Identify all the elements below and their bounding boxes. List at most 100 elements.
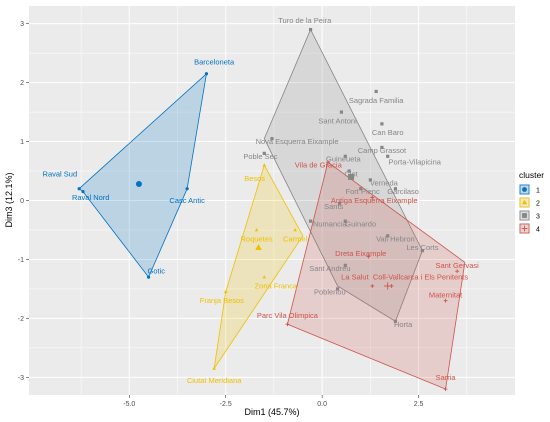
data-point xyxy=(380,145,384,150)
point-label: Ciutat Meridiana xyxy=(187,376,242,385)
data-point xyxy=(185,187,189,191)
point-label: Casc Antic xyxy=(169,196,205,205)
point-label: Horta xyxy=(394,320,413,329)
data-point xyxy=(337,201,342,206)
data-point xyxy=(420,248,425,253)
point-label: Franja Besos xyxy=(200,296,244,305)
legend-title: cluster xyxy=(519,170,544,180)
x-axis-title: Dim1 (45.7%) xyxy=(244,407,299,417)
point-label: Zona Franca xyxy=(255,281,298,290)
y-tick-label: -1 xyxy=(18,257,24,264)
data-point xyxy=(262,151,266,155)
point-label: Guinardo xyxy=(345,220,376,229)
cluster-hull-3 xyxy=(263,28,423,322)
grid-major xyxy=(29,6,515,395)
data-point xyxy=(308,27,313,32)
data-point xyxy=(285,322,290,327)
y-tick-label: -2 xyxy=(18,316,24,323)
cluster-centroid-4 xyxy=(384,282,392,290)
point-label: Sant Antoni xyxy=(318,116,357,125)
data-point xyxy=(374,89,378,94)
legend-key-marker xyxy=(522,187,527,192)
data-point xyxy=(343,219,347,223)
data-point xyxy=(81,190,85,194)
point-label: Dreta Eixample xyxy=(335,249,386,258)
cluster-centroid-2 xyxy=(255,244,262,251)
data-points xyxy=(77,27,460,392)
point-label: Clot xyxy=(344,169,358,178)
data-point xyxy=(77,187,81,191)
point-label: Camp Grassot xyxy=(358,146,407,155)
y-tick-label: 0 xyxy=(20,198,24,205)
point-label: Carmel xyxy=(283,234,308,243)
point-label: Sant Andreu xyxy=(309,264,350,273)
data-point xyxy=(326,160,330,165)
x-tick-label: -5.0 xyxy=(123,401,135,408)
point-label: Can Baro xyxy=(372,128,404,137)
data-point xyxy=(386,234,390,238)
x-tick-label: -2.5 xyxy=(220,401,232,408)
data-point xyxy=(262,163,267,167)
point-label: Poblenou xyxy=(314,287,346,296)
x-tick-label: 0.0 xyxy=(317,401,327,408)
point-label: Fort Pienc xyxy=(346,187,380,196)
data-point xyxy=(308,219,313,223)
point-label: Gotic xyxy=(148,267,166,276)
point-label: Numancia xyxy=(313,220,348,229)
data-point xyxy=(335,287,340,291)
point-label: Poble Sec xyxy=(243,152,277,161)
data-point xyxy=(370,195,375,200)
data-point xyxy=(370,284,375,288)
point-label: Verneda xyxy=(370,178,399,187)
y-tick-label: 2 xyxy=(20,80,24,87)
y-axis-title: Dim3 (12.1%) xyxy=(4,172,14,227)
data-point xyxy=(443,387,448,392)
point-label: Besos xyxy=(244,174,265,183)
legend-key-marker xyxy=(521,225,528,232)
data-point xyxy=(347,169,351,173)
data-point xyxy=(366,254,371,259)
point-label: Raval Sud xyxy=(43,169,78,178)
point-label: Sarria xyxy=(436,373,457,382)
point-label: Barceloneta xyxy=(194,57,235,66)
point-label: Vila de Gracia xyxy=(295,161,343,170)
legend-key-marker xyxy=(521,199,528,205)
point-label: Roquetes xyxy=(241,234,273,243)
legend-entry-label: 3 xyxy=(536,214,540,221)
data-point xyxy=(343,263,347,267)
data-point xyxy=(455,269,460,274)
data-point xyxy=(368,178,372,182)
point-label: Coll-Vallcarca i Els Penitents xyxy=(373,273,469,282)
point-label: Sants xyxy=(324,202,343,211)
point-label: Les Corts xyxy=(406,243,438,252)
legend: cluster 1 2 3 4 xyxy=(519,170,544,234)
y-axis-ticks: -3 -2 -1 0 1 2 3 xyxy=(18,21,29,382)
data-point xyxy=(393,187,398,191)
point-label: Guineueta xyxy=(326,155,361,164)
y-tick-label: 3 xyxy=(20,21,24,28)
data-point xyxy=(212,366,216,370)
data-point xyxy=(393,319,398,323)
point-label: Maternitat xyxy=(429,290,463,299)
point-label: Garcilaso xyxy=(387,187,419,196)
point-label: Raval Nord xyxy=(72,193,110,202)
data-point xyxy=(380,122,384,126)
data-point xyxy=(359,187,363,191)
x-axis-ticks: -5.0 -2.5 0.0 2.5 xyxy=(123,395,424,408)
data-point xyxy=(262,275,267,279)
point-label: Sant Gervasi xyxy=(435,261,479,270)
data-point xyxy=(343,154,347,158)
data-point xyxy=(146,275,151,279)
point-label: Sagrada Familia xyxy=(349,96,404,105)
legend-entry-label: 4 xyxy=(536,227,540,234)
point-label: Parc Vila Olimpica xyxy=(257,311,319,320)
point-label: Nova Esquerra Eixample xyxy=(256,137,339,146)
cluster-hulls xyxy=(78,28,466,390)
x-tick-label: 2.5 xyxy=(414,401,424,408)
data-point xyxy=(223,289,228,294)
data-point xyxy=(386,154,390,158)
cluster-centroid-3 xyxy=(348,173,355,180)
data-point xyxy=(443,298,448,303)
